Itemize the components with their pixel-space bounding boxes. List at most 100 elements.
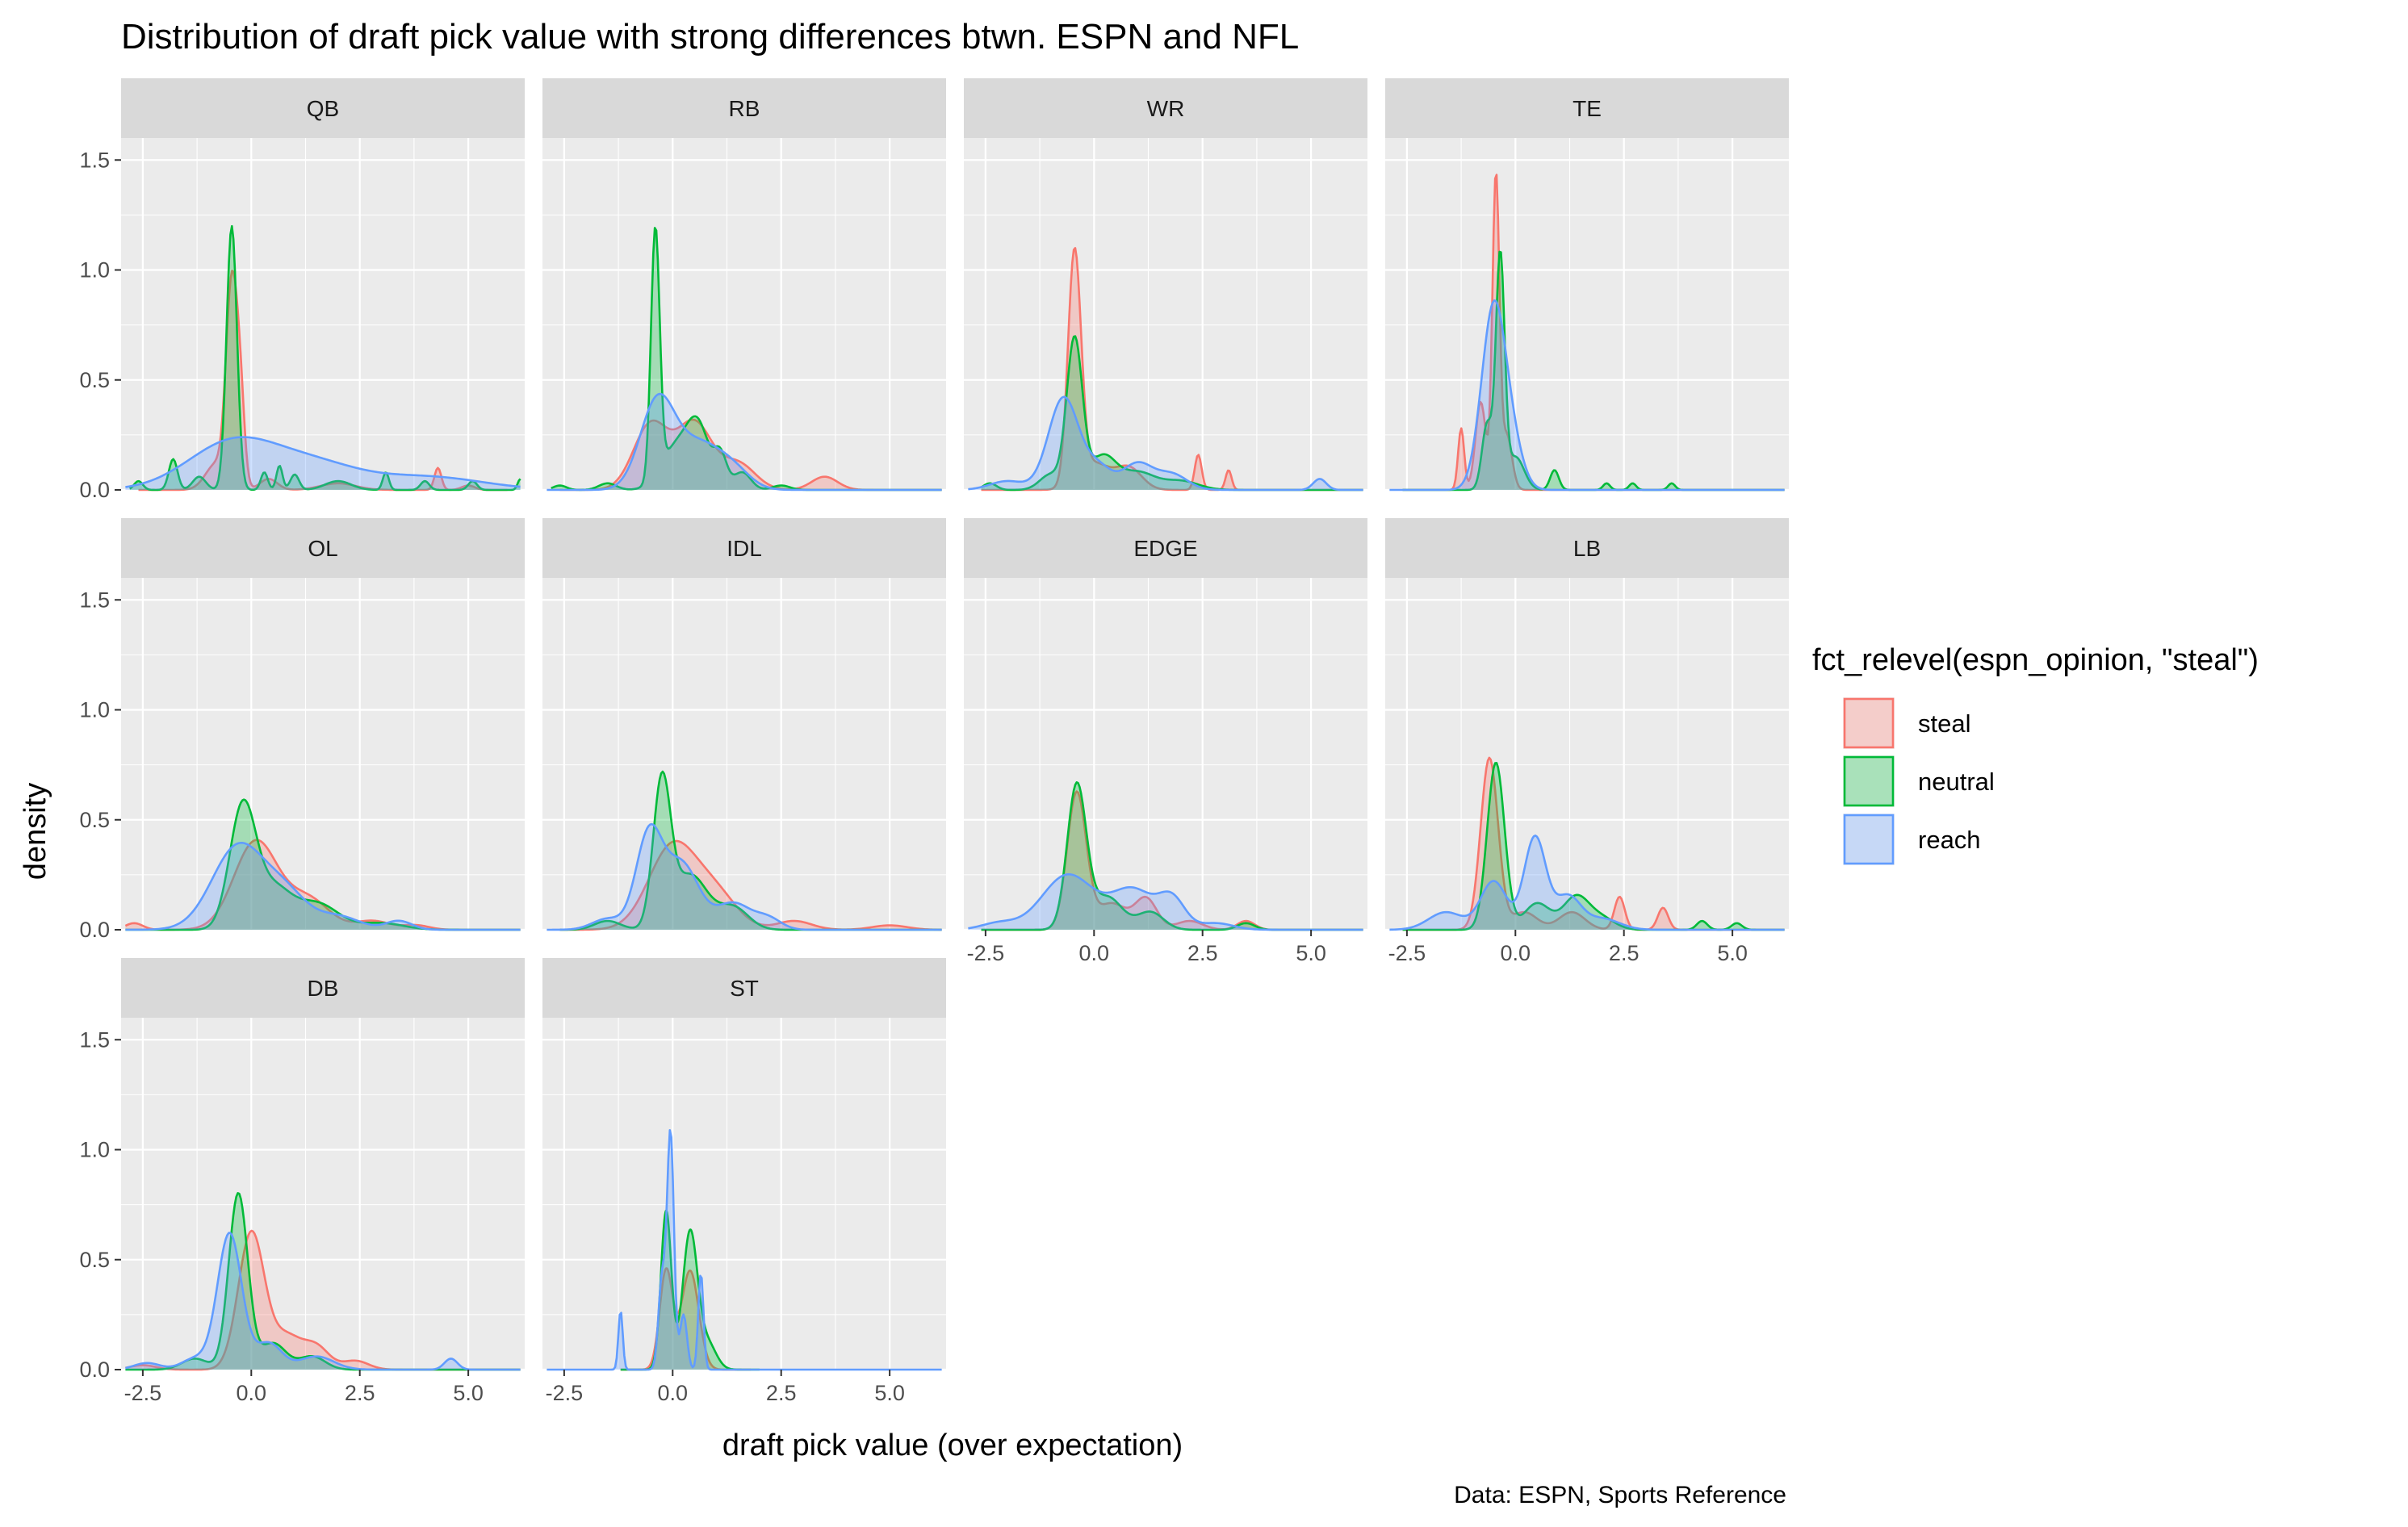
density-area-edge-neutral bbox=[981, 782, 1363, 930]
facet-strip-idl bbox=[542, 518, 946, 578]
facet-panels: QB 0.0 0.5 1.0 1.5 RB WR TE OL 0.0 0.5 1.0 1.5 IDL EDG… bbox=[79, 78, 1789, 1405]
legend-item-steal: steal bbox=[1843, 697, 1970, 749]
density-area-qb-steal bbox=[138, 270, 508, 490]
y-tick-label: 1.5 bbox=[79, 1027, 110, 1052]
density-area-ol-reach bbox=[125, 843, 521, 930]
legend-title: fct_relevel(espn_opinion, "steal") bbox=[1812, 643, 2259, 677]
x-tick-label: 2.5 bbox=[345, 1381, 375, 1405]
panel-background-te bbox=[1385, 138, 1789, 490]
facet-strip-db bbox=[121, 958, 525, 1018]
density-area-ol-steal bbox=[125, 839, 521, 930]
legend-key-neutral bbox=[1843, 755, 1895, 807]
density-area-qb-neutral bbox=[129, 226, 521, 490]
facet-qb: QB 0.0 0.5 1.0 1.5 bbox=[79, 78, 525, 502]
facet-st: ST -2.5 0.0 2.5 5.0 bbox=[542, 958, 946, 1405]
legend: fct_relevel(espn_opinion, "steal") steal… bbox=[1812, 643, 2259, 865]
facet-strip-te bbox=[1385, 78, 1789, 138]
panel-background-db bbox=[121, 1018, 525, 1370]
density-area-edge-reach bbox=[968, 874, 1363, 930]
density-area-lb-reach bbox=[1389, 835, 1785, 930]
density-line-ol-reach bbox=[125, 841, 521, 931]
caption: Data: ESPN, Sports Reference bbox=[1454, 1482, 1786, 1508]
x-tick-label: 5.0 bbox=[1717, 941, 1748, 965]
facet-label-lb: LB bbox=[1573, 536, 1601, 561]
facet-label-wr: WR bbox=[1147, 96, 1185, 121]
legend-key-bg bbox=[1843, 755, 1895, 807]
facet-strip-qb bbox=[121, 78, 525, 138]
y-tick-label: 0.0 bbox=[79, 478, 110, 502]
facet-te: TE bbox=[1385, 78, 1789, 492]
y-tick-label: 0.0 bbox=[79, 918, 110, 942]
legend-label-reach: reach bbox=[1918, 826, 1981, 854]
x-tick-label: 0.0 bbox=[1079, 941, 1110, 965]
facet-label-ol: OL bbox=[308, 536, 337, 561]
panel-background-wr bbox=[964, 138, 1367, 490]
density-area-db-reach bbox=[125, 1232, 521, 1370]
x-tick-label: 0.0 bbox=[1501, 941, 1531, 965]
density-area-wr-reach bbox=[968, 396, 1363, 490]
y-tick-label: 0.5 bbox=[79, 1248, 110, 1272]
y-tick-label: 0.5 bbox=[79, 808, 110, 832]
y-tick-label: 1.5 bbox=[79, 588, 110, 612]
x-tick-label: -2.5 bbox=[124, 1381, 162, 1405]
density-line-qb-reach bbox=[125, 436, 521, 488]
density-area-st-neutral bbox=[620, 1211, 760, 1370]
legend-key-reach bbox=[1843, 814, 1895, 865]
x-tick-label: -2.5 bbox=[967, 941, 1005, 965]
density-area-idl-reach bbox=[547, 824, 942, 930]
density-line-idl-reach bbox=[547, 822, 942, 931]
y-axis-title: density bbox=[19, 783, 52, 880]
y-tick-label: 1.0 bbox=[79, 698, 110, 722]
facet-strip-wr bbox=[964, 78, 1367, 138]
density-area-te-neutral bbox=[1402, 251, 1785, 490]
density-area-te-reach bbox=[1389, 300, 1785, 490]
y-tick-label: 1.5 bbox=[79, 148, 110, 172]
density-area-wr-neutral bbox=[981, 336, 1363, 490]
facet-ol: OL 0.0 0.5 1.0 1.5 bbox=[79, 518, 525, 942]
panel-background-qb bbox=[121, 138, 525, 490]
y-tick-label: 0.5 bbox=[79, 368, 110, 392]
facet-label-db: DB bbox=[308, 976, 339, 1001]
density-line-db-reach bbox=[125, 1232, 521, 1371]
density-area-idl-steal bbox=[559, 841, 942, 930]
facet-label-edge: EDGE bbox=[1133, 536, 1197, 561]
density-area-idl-neutral bbox=[559, 772, 942, 930]
panel-background-lb bbox=[1385, 578, 1789, 930]
density-line-wr-reach bbox=[968, 395, 1363, 492]
facet-wr: WR bbox=[964, 78, 1367, 492]
facet-edge: EDGE -2.5 0.0 2.5 5.0 bbox=[964, 518, 1367, 965]
density-line-st-reach bbox=[547, 1128, 942, 1371]
facet-strip-lb bbox=[1385, 518, 1789, 578]
legend-item-neutral: neutral bbox=[1843, 755, 1995, 807]
facet-label-idl: IDL bbox=[727, 536, 762, 561]
x-tick-label: 2.5 bbox=[1187, 941, 1218, 965]
density-line-edge-reach bbox=[968, 873, 1363, 931]
x-tick-label: -2.5 bbox=[1388, 941, 1426, 965]
density-area-lb-steal bbox=[1402, 757, 1785, 930]
panel-background-idl bbox=[542, 578, 946, 930]
x-tick-label: 5.0 bbox=[453, 1381, 484, 1405]
density-line-te-reach bbox=[1389, 299, 1785, 492]
facet-rb: RB bbox=[542, 78, 946, 492]
facet-label-rb: RB bbox=[729, 96, 760, 121]
density-line-rb-reach bbox=[547, 392, 942, 492]
density-area-rb-steal bbox=[559, 419, 942, 490]
x-axis-title: draft pick value (over expectation) bbox=[722, 1429, 1183, 1462]
panel-background-st bbox=[542, 1018, 946, 1370]
density-area-rb-reach bbox=[547, 394, 942, 490]
y-tick-label: 1.0 bbox=[79, 258, 110, 282]
facet-label-st: ST bbox=[730, 976, 759, 1001]
density-area-db-neutral bbox=[125, 1193, 521, 1370]
legend-label-steal: steal bbox=[1918, 709, 1970, 738]
density-area-lb-neutral bbox=[1402, 763, 1785, 930]
y-tick-label: 0.0 bbox=[79, 1358, 110, 1382]
facet-strip-rb bbox=[542, 78, 946, 138]
density-line-idl-steal bbox=[559, 839, 942, 931]
x-tick-label: 2.5 bbox=[1609, 941, 1640, 965]
x-tick-label: 5.0 bbox=[1296, 941, 1326, 965]
density-area-wr-steal bbox=[981, 248, 1363, 490]
panel-background-edge bbox=[964, 578, 1367, 930]
legend-key-steal bbox=[1843, 697, 1895, 749]
